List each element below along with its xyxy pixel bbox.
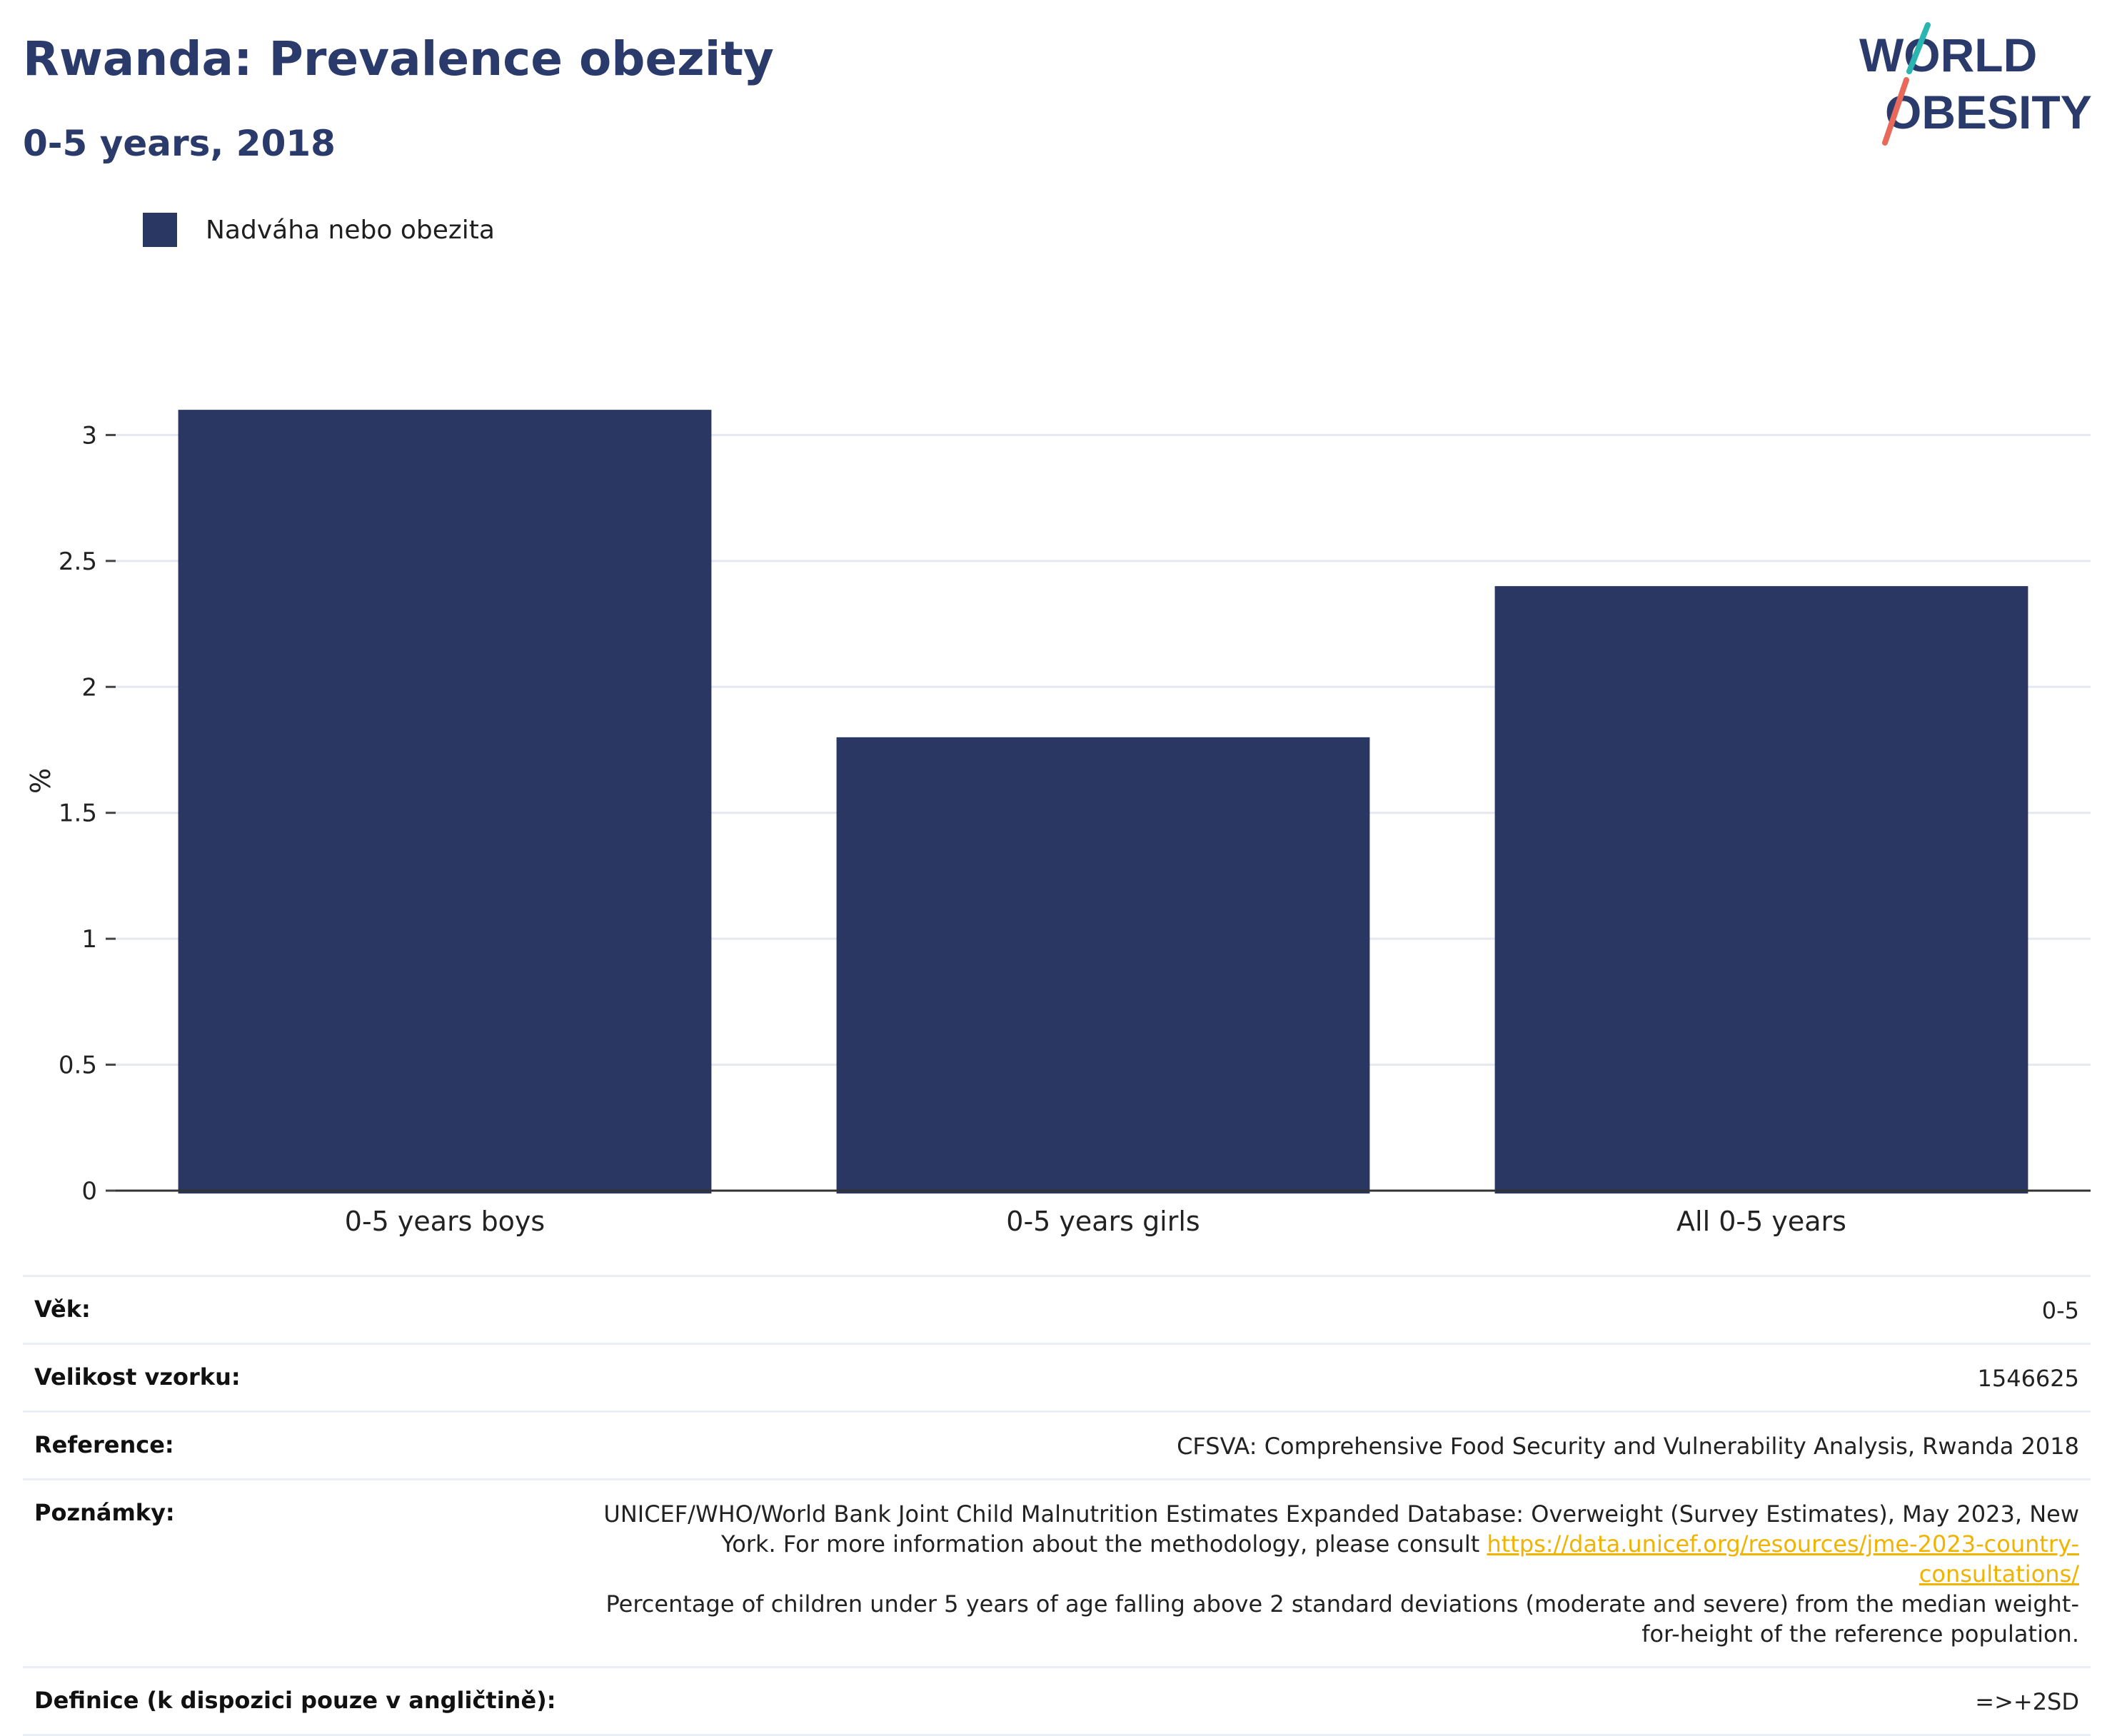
y-tick-label: 2 (81, 673, 97, 702)
logo-line2: OBESITY (1885, 86, 2092, 138)
info-table: Věk: 0-5 Velikost vzorku: 1546625 Refere… (23, 1275, 2091, 1736)
y-tick-label: 0.5 (59, 1051, 97, 1080)
sample-value: 1546625 (1977, 1365, 2079, 1392)
y-tick-label: 1.5 (59, 799, 97, 828)
reference-label: Reference: (34, 1431, 174, 1458)
notes-text-1: UNICEF/WHO/World Bank Joint Child Malnut… (603, 1500, 2079, 1558)
chart-subtitle: 0-5 years, 2018 (23, 123, 336, 164)
logo-slash-top (1906, 22, 1931, 74)
info-row-definition: Definice (k dispozici pouze v angličtině… (23, 1666, 2091, 1736)
world-obesity-logo: WORLD OBESITY (1859, 22, 2092, 146)
reference-value: CFSVA: Comprehensive Food Security and V… (1177, 1433, 2079, 1460)
logo-slash-bottom (1882, 77, 1909, 146)
bar (1494, 586, 2028, 1194)
definition-value: =>+2SD (1975, 1688, 2079, 1715)
logo-line1: WORLD (1859, 29, 2037, 81)
y-tick-label: 3 (81, 421, 97, 450)
bar (836, 737, 1370, 1194)
info-row-age: Věk: 0-5 (23, 1275, 2091, 1343)
info-row-notes: Poznámky: UNICEF/WHO/World Bank Joint Ch… (23, 1478, 2091, 1666)
bar (178, 410, 712, 1194)
y-tick-label: 0 (81, 1177, 97, 1206)
definition-label: Definice (k dispozici pouze v angličtině… (34, 1687, 556, 1714)
y-tick-label: 1 (81, 925, 97, 954)
notes-text-2: Percentage of children under 5 years of … (605, 1590, 2080, 1647)
x-tick-label: 0-5 years boys (345, 1206, 545, 1237)
sample-label: Velikost vzorku: (34, 1363, 241, 1391)
methodology-link[interactable]: https://data.unicef.org/resources/jme-20… (1487, 1530, 2079, 1588)
bar-chart: 0 0.5 1 1.5 2 2.5 3% 0-5 years boys 0-5 years gi… (25, 410, 2091, 1237)
info-row-reference: Reference: CFSVA: Comprehensive Food Sec… (23, 1410, 2091, 1478)
info-row-sample: Velikost vzorku: 1546625 (23, 1343, 2091, 1410)
legend-swatch (143, 213, 177, 247)
y-tick-label: 2.5 (59, 547, 97, 576)
y-axis-label: % (25, 768, 56, 794)
notes-label: Poznámky: (34, 1499, 175, 1526)
legend-label: Nadváha nebo obezita (206, 215, 495, 245)
x-tick-label: 0-5 years girls (1006, 1206, 1200, 1237)
chart-legend[interactable]: Nadváha nebo obezita (143, 213, 495, 247)
x-tick-label: All 0-5 years (1676, 1206, 1846, 1237)
notes-value: UNICEF/WHO/World Bank Joint Child Malnut… (580, 1499, 2079, 1649)
age-value: 0-5 (2041, 1297, 2079, 1324)
age-label: Věk: (34, 1296, 91, 1323)
chart-title: Rwanda: Prevalence obezity (23, 31, 774, 86)
